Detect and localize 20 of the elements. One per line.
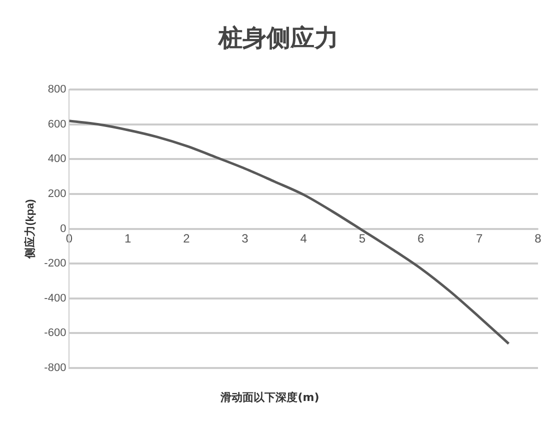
y-tick-label: 600 (48, 118, 66, 130)
x-tick-label: 7 (476, 231, 484, 246)
y-tick-label: 800 (48, 84, 66, 96)
y-tick-label: -200 (44, 258, 66, 270)
x-tick-label: 6 (417, 231, 424, 246)
y-axis-title: 侧应力(kpa) (24, 198, 37, 260)
y-tick-label: -600 (44, 327, 66, 340)
x-tick-label: 5 (358, 231, 366, 246)
y-tick-label: 400 (48, 153, 66, 166)
x-axis-title: 滑动面以下深度(m) (220, 390, 320, 405)
y-tick-label: -400 (44, 292, 66, 304)
y-tick-label: -800 (44, 362, 66, 374)
y-tick-label: 200 (48, 188, 66, 200)
x-tick-label: 4 (300, 231, 308, 246)
x-tick-label: 8 (534, 231, 542, 246)
x-tick-label: 1 (124, 231, 132, 246)
x-tick-label: 2 (183, 231, 190, 246)
chart-title: 桩身侧应力 (216, 23, 340, 54)
y-tick-label: 0 (60, 222, 66, 235)
x-tick-label: 3 (242, 231, 249, 246)
